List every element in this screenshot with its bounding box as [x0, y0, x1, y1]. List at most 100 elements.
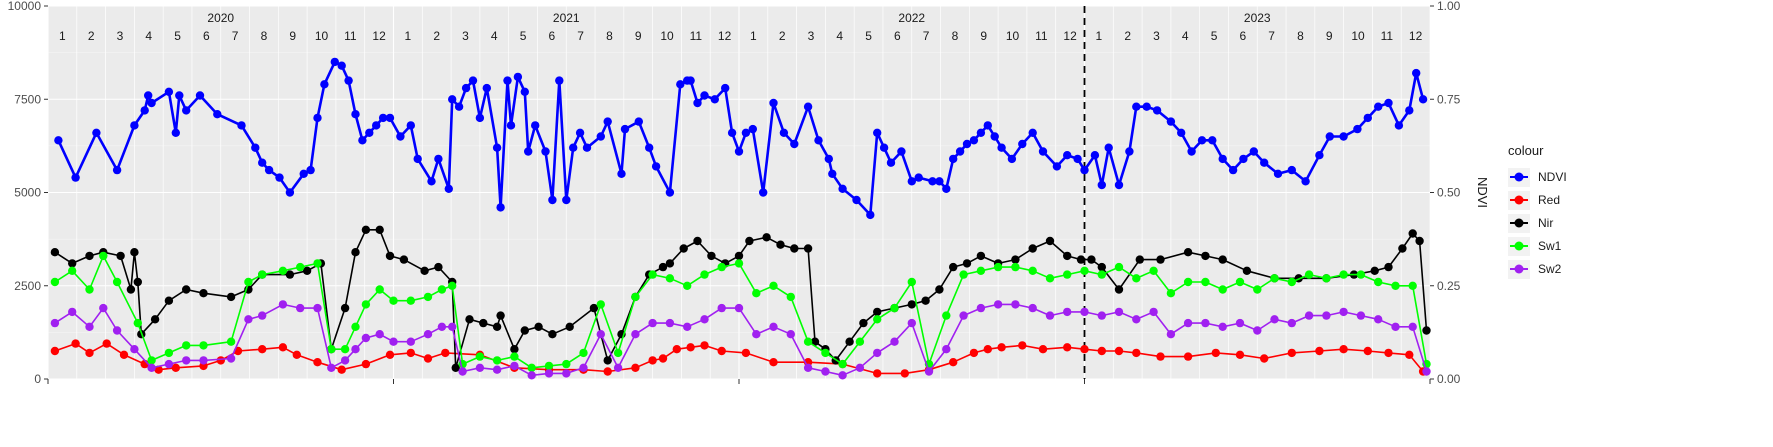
data-point-red [1097, 346, 1107, 356]
data-point-ndvi [503, 76, 512, 85]
data-point-sw1 [164, 348, 174, 358]
data-point-nir [302, 266, 312, 275]
data-point-sw2 [423, 330, 433, 339]
data-point-red [949, 358, 958, 367]
data-point-ndvi [444, 184, 453, 193]
data-point-sw2 [1356, 311, 1366, 320]
data-point-nir [133, 277, 142, 287]
data-point-ndvi [1384, 98, 1393, 108]
month-label: 11 [344, 29, 357, 43]
data-point-ndvi [337, 61, 346, 70]
month-label: 5 [1211, 29, 1218, 43]
legend-key-point [1514, 172, 1524, 182]
data-point-sw1 [68, 266, 77, 275]
month-label: 1 [405, 29, 412, 43]
month-label: 6 [203, 29, 210, 43]
data-point-ndvi [710, 95, 719, 104]
data-point-sw1 [890, 303, 899, 313]
month-label: 10 [1351, 29, 1365, 43]
data-point-nir [976, 251, 986, 261]
y-left-tick-label: 7500 [14, 92, 41, 106]
data-point-ndvi [665, 188, 675, 197]
data-point-sw2 [1201, 318, 1210, 328]
data-point-ndvi [1301, 177, 1310, 186]
month-label: 11 [1381, 29, 1394, 43]
data-point-ndvi [1353, 124, 1362, 134]
year-label: 2023 [1244, 11, 1271, 25]
month-label: 10 [1006, 29, 1020, 43]
data-point-red [71, 339, 80, 348]
data-point-red [423, 354, 433, 363]
data-point-sw1 [596, 300, 605, 309]
data-point-nir [962, 259, 972, 268]
data-point-red [1132, 348, 1141, 358]
data-point-ndvi [1273, 169, 1283, 178]
data-point-nir [199, 289, 208, 298]
data-point-ndvi [1315, 151, 1324, 160]
data-point-ndvi [852, 195, 861, 205]
data-point-nir [534, 322, 543, 331]
month-label: 3 [808, 29, 815, 43]
data-point-sw1 [147, 356, 156, 365]
data-point-sw1 [1391, 281, 1400, 290]
y-right-tick-label: 0.50 [1437, 186, 1461, 200]
data-point-sw1 [423, 292, 433, 302]
data-point-sw2 [130, 345, 139, 354]
data-point-sw1 [1166, 289, 1176, 298]
data-point-sw2 [1304, 311, 1314, 320]
month-label: 6 [1240, 29, 1247, 43]
data-point-ndvi [524, 147, 533, 156]
data-point-nir [1087, 255, 1096, 264]
data-point-ndvi [686, 76, 695, 85]
data-point-sw1 [821, 348, 830, 358]
data-point-nir [434, 262, 443, 272]
data-point-ndvi [700, 91, 709, 100]
data-point-sw1 [631, 292, 640, 302]
data-point-sw1 [1322, 274, 1331, 283]
data-point-sw1 [1045, 274, 1055, 283]
y-left-tick-label: 0 [34, 372, 41, 386]
y-right-tick-label: 0.00 [1437, 372, 1461, 386]
data-point-red [900, 369, 909, 378]
month-label: 3 [117, 29, 124, 43]
data-point-ndvi [320, 80, 329, 89]
series-ndvi [54, 57, 1428, 220]
data-point-ndvi [520, 87, 529, 97]
data-point-sw1 [1218, 285, 1227, 294]
data-point-ndvi [879, 143, 889, 152]
data-point-sw2 [226, 354, 236, 363]
data-point-red [1287, 348, 1297, 358]
data-point-nir [1183, 248, 1193, 257]
data-point-sw2 [613, 363, 623, 372]
data-point-nir [1063, 251, 1072, 261]
data-point-ndvi [1363, 113, 1373, 123]
data-point-red [1339, 345, 1348, 354]
month-label: 8 [1297, 29, 1304, 43]
y-left-tick-label: 10000 [8, 0, 42, 13]
data-point-nir [693, 236, 702, 246]
data-point-sw1 [448, 281, 457, 290]
data-point-ndvi [955, 147, 965, 156]
data-point-ndvi [71, 173, 80, 182]
data-point-sw1 [648, 270, 657, 279]
data-point-nir [510, 345, 519, 354]
data-point-sw2 [375, 330, 384, 339]
data-point-sw2 [993, 300, 1003, 309]
month-label: 8 [606, 29, 613, 43]
data-point-red [1038, 345, 1048, 354]
data-point-sw1 [1408, 281, 1417, 290]
data-point-sw2 [448, 322, 457, 331]
data-point-red [686, 343, 695, 352]
data-point-nir [1370, 266, 1379, 275]
data-point-sw2 [976, 303, 986, 313]
data-point-sw1 [313, 259, 322, 268]
data-point-ndvi [555, 76, 564, 85]
data-point-sw1 [389, 296, 398, 305]
data-point-ndvi [582, 143, 592, 152]
data-point-ndvi [1097, 180, 1107, 190]
data-point-sw1 [1201, 277, 1210, 287]
legend-key-point [1514, 264, 1524, 274]
y-right-tick-label: 0.25 [1437, 279, 1461, 293]
data-point-nir [1408, 229, 1417, 238]
data-point-red [85, 348, 94, 358]
